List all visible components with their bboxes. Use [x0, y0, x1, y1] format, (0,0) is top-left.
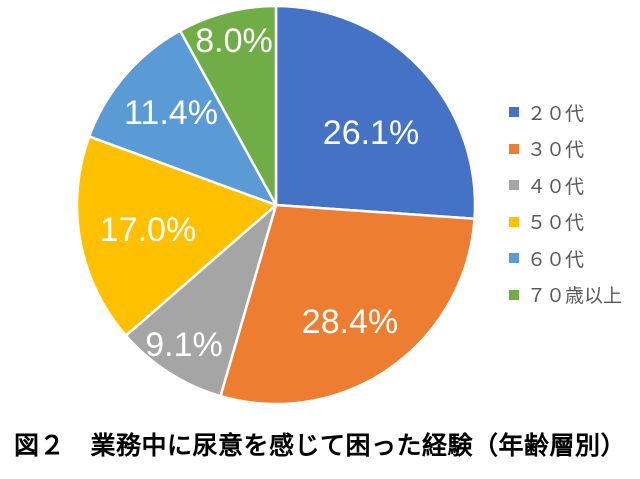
legend-marker: [509, 253, 519, 264]
chart-title: 図２ 業務中に尿意を感じて困った経験（年齢層別）: [13, 432, 626, 460]
legend-marker: [509, 107, 519, 118]
pie-slice-label: 11.4%: [124, 94, 218, 132]
pie-slice-5: [87, 29, 278, 207]
legend-item: ３０代: [509, 131, 622, 168]
pie-slice-6: [178, 4, 278, 207]
pie-slice-3: [124, 203, 278, 398]
pie-slice-label: 26.1%: [323, 114, 419, 152]
pie-slice-1: [274, 4, 477, 220]
legend-item: ４０代: [509, 167, 622, 204]
pie-slice-label: 28.4%: [302, 303, 398, 341]
legend-label: ３０代: [527, 140, 585, 162]
legend-label: ６０代: [527, 249, 585, 271]
legend-marker: [509, 216, 519, 227]
pie-slice-label: 8.0%: [195, 22, 273, 60]
pie-slice-label: 17.0%: [100, 211, 196, 249]
legend-marker: [509, 180, 519, 191]
legend-marker: [509, 289, 519, 300]
legend-item: ７０歳以上: [509, 277, 622, 314]
legend-label: ４０代: [527, 176, 585, 198]
pie-slice-label: 9.1%: [145, 326, 223, 364]
legend-marker: [509, 143, 519, 154]
legend-label: ２０代: [527, 103, 585, 125]
pie-slice-2: [219, 203, 476, 406]
legend-item: ５０代: [509, 204, 622, 241]
legend-label: ５０代: [527, 213, 585, 235]
legend-item: ６０代: [509, 240, 622, 277]
pie-chart: 26.1% 28.4% 9.1% 17.0% 11.4% 8.0%: [75, 4, 477, 406]
pie-slice-4: [75, 135, 278, 337]
legend: ２０代 ３０代 ４０代 ５０代 ６０代 ７０歳以上: [509, 94, 622, 313]
legend-label: ７０歳以上: [527, 286, 623, 308]
legend-item: ２０代: [509, 94, 622, 131]
